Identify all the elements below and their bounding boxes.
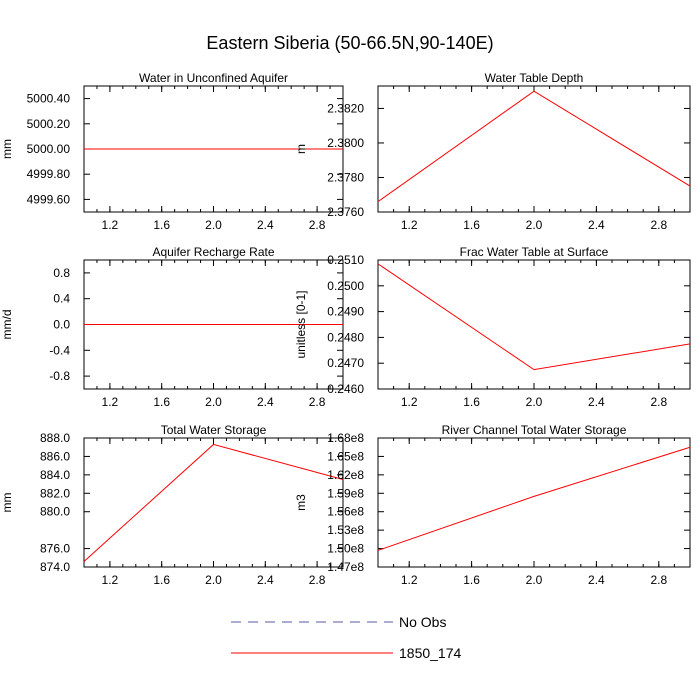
chart-panel-3: Aquifer Recharge Rate mm/d 1.2 1.6 2.0 2.4 2.8…: [0, 245, 344, 409]
y-axis-label: m: [294, 144, 308, 154]
x-tick-label: 1.2: [401, 395, 418, 409]
x-tick-label: 1.6: [463, 395, 480, 409]
y-tick-label: 1.68e8: [327, 431, 364, 445]
y-tick-label: 0.4: [53, 292, 70, 306]
legend-label-2: 1850_174: [399, 645, 462, 661]
x-tick-label: 1.6: [463, 573, 480, 587]
y-tick-label: 4999.80: [27, 167, 71, 181]
y-tick-label: 1.47e8: [327, 560, 364, 574]
y-tick-label: 5000.40: [27, 92, 71, 106]
x-tick-label: 2.8: [650, 395, 667, 409]
series-line-1: [377, 263, 691, 371]
chart-panel-6: River Channel Total Water Storage m3 1.2 1.…: [294, 423, 691, 587]
x-tick-label: 1.2: [401, 218, 418, 232]
panel-title: Total Water Storage: [161, 423, 267, 437]
legend-label-1: No Obs: [399, 614, 446, 630]
chart-panel-5: Total Water Storage mm 1.2 1.6 2.0 2.4 2.8 874.…: [0, 423, 344, 587]
x-tick-label: 1.6: [153, 218, 170, 232]
y-tick-label: 0.2460: [327, 382, 364, 396]
y-tick-label: 1.65e8: [327, 449, 364, 463]
x-tick-label: 2.0: [526, 218, 543, 232]
y-tick-label: 0.2470: [327, 356, 364, 370]
x-tick-label: 2.0: [205, 395, 222, 409]
y-tick-label: -0.4: [49, 343, 70, 357]
x-tick-label: 2.8: [309, 573, 326, 587]
chart-legend: No Obs 1850_174: [231, 614, 462, 661]
panel-title: Water in Unconfined Aquifer: [139, 71, 288, 85]
y-tick-label: 886.0: [40, 449, 70, 463]
y-tick-label: 0.2490: [327, 305, 364, 319]
y-tick-label: 2.3780: [327, 170, 364, 184]
x-tick-label: 1.2: [102, 218, 119, 232]
chart-panels: Water in Unconfined Aquifer mm 1.2 1.6 2.0 2.…: [0, 71, 691, 587]
series-line-1: [377, 446, 691, 551]
y-tick-label: 2.3760: [327, 205, 364, 219]
x-tick-label: 1.2: [102, 395, 119, 409]
series-line-1: [83, 443, 344, 562]
chart-panel-4: Frac Water Table at Surface unitless [0-1…: [294, 245, 691, 409]
x-tick-label: 2.8: [650, 573, 667, 587]
y-tick-label: 888.0: [40, 431, 70, 445]
x-tick-label: 2.8: [309, 218, 326, 232]
x-tick-label: 2.0: [205, 573, 222, 587]
y-tick-label: 0.2510: [327, 253, 364, 267]
y-axis-label: m3: [294, 494, 308, 511]
x-tick-label: 1.2: [401, 573, 418, 587]
x-tick-label: 2.4: [257, 573, 274, 587]
figure-title: Eastern Siberia (50-66.5N,90-140E): [206, 33, 494, 53]
chart-panel-1: Water in Unconfined Aquifer mm 1.2 1.6 2.0 2.…: [0, 71, 344, 232]
plot-frame: [377, 85, 691, 213]
x-tick-label: 1.6: [463, 218, 480, 232]
x-tick-label: 2.0: [526, 395, 543, 409]
panel-title: Water Table Depth: [485, 71, 584, 85]
y-tick-label: 5000.20: [27, 117, 71, 131]
x-tick-label: 2.0: [526, 573, 543, 587]
y-tick-label: 1.50e8: [327, 542, 364, 556]
y-tick-label: 0.8: [53, 266, 70, 280]
y-axis-label: mm: [0, 493, 14, 513]
y-tick-label: 1.62e8: [327, 468, 364, 482]
y-tick-label: 876.0: [40, 542, 70, 556]
y-tick-label: -0.8: [49, 369, 70, 383]
x-tick-label: 2.4: [588, 573, 605, 587]
x-tick-label: 2.4: [588, 218, 605, 232]
series-line-1: [377, 90, 691, 203]
x-tick-label: 2.4: [588, 395, 605, 409]
x-tick-label: 1.6: [153, 573, 170, 587]
x-tick-label: 1.2: [102, 573, 119, 587]
x-tick-label: 2.4: [257, 395, 274, 409]
plot-frame: [377, 437, 691, 568]
y-tick-label: 0.0: [53, 318, 70, 332]
y-axis-label: mm: [0, 139, 14, 159]
y-tick-label: 0.2500: [327, 279, 364, 293]
y-tick-label: 874.0: [40, 560, 70, 574]
panel-title: Aquifer Recharge Rate: [152, 245, 274, 259]
y-tick-label: 884.0: [40, 468, 70, 482]
y-tick-label: 882.0: [40, 486, 70, 500]
y-tick-label: 2.3800: [327, 136, 364, 150]
x-tick-label: 2.8: [650, 218, 667, 232]
y-tick-label: 1.56e8: [327, 505, 364, 519]
y-tick-label: 2.3820: [327, 101, 364, 115]
panel-title: River Channel Total Water Storage: [442, 423, 627, 437]
y-axis-label: mm/d: [0, 310, 14, 340]
y-tick-label: 1.53e8: [327, 523, 364, 537]
x-tick-label: 2.0: [205, 218, 222, 232]
x-tick-label: 1.6: [153, 395, 170, 409]
y-tick-label: 0.2480: [327, 330, 364, 344]
y-tick-label: 5000.00: [27, 142, 71, 156]
x-tick-label: 2.4: [257, 218, 274, 232]
y-tick-label: 1.59e8: [327, 486, 364, 500]
panel-title: Frac Water Table at Surface: [460, 245, 609, 259]
y-axis-label: unitless [0-1]: [294, 290, 308, 358]
y-tick-label: 880.0: [40, 505, 70, 519]
x-tick-label: 2.8: [309, 395, 326, 409]
y-tick-label: 4999.60: [27, 192, 71, 206]
